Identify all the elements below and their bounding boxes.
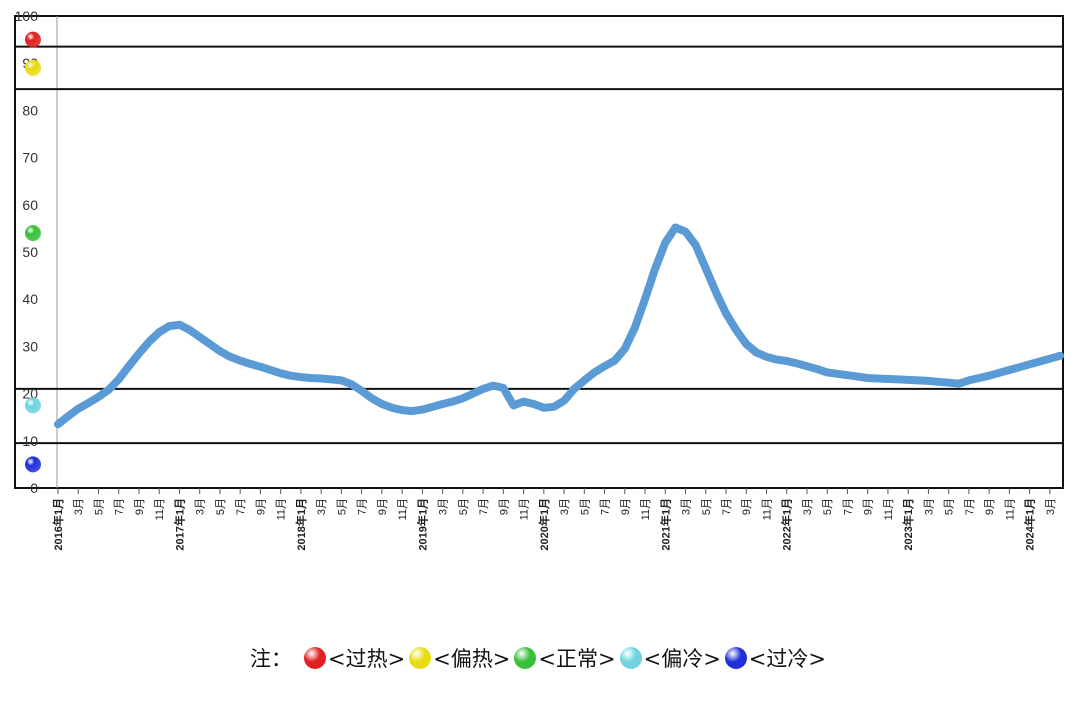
y-tick-label: 70 [22, 150, 38, 166]
x-tick-label: 11月 [276, 498, 288, 520]
x-tick-label: 3月 [923, 498, 935, 515]
x-tick-label: 11月 [519, 498, 531, 520]
x-tick-label: 2020年1月 [537, 498, 551, 551]
green-ball-icon [514, 647, 537, 669]
series-line [54, 223, 1064, 429]
red-ball-icon [25, 31, 41, 48]
x-tick-label: 5月 [579, 498, 591, 515]
x-tick-label: 11月 [761, 498, 773, 520]
x-tick-label: 2017年1月 [172, 498, 186, 551]
x-tick-label: 7月 [600, 498, 612, 515]
cyan-ball-icon [25, 397, 41, 414]
x-tick-label: 9月 [741, 498, 753, 515]
yellow-ball-icon [25, 59, 41, 76]
x-tick-label: 7月 [114, 498, 126, 515]
x-tick-label: 11月 [883, 498, 895, 520]
x-tick-label: 2016年1月 [51, 498, 65, 551]
x-tick-label: 9月 [377, 498, 389, 515]
x-tick-label: 3月 [438, 498, 450, 515]
x-tick-label: 2022年1月 [780, 498, 794, 551]
y-tick-label: 50 [22, 244, 38, 260]
x-tick-label: 5月 [701, 498, 713, 515]
yellow-ball-icon [409, 647, 432, 669]
legend-item-normal: <正常> [514, 643, 616, 673]
y-tick-label: 60 [22, 197, 38, 213]
x-tick-label: 9月 [255, 498, 267, 515]
x-tick-label: 9月 [984, 498, 996, 515]
blue-ball-icon [25, 456, 41, 473]
y-tick-label: 10 [22, 433, 38, 449]
legend-prefix: 注： [249, 647, 292, 671]
green-ball-icon [25, 225, 41, 242]
x-tick-label: 11月 [397, 498, 409, 520]
legend-item-cool: <偏冷> [619, 643, 721, 673]
x-tick-label: 7月 [964, 498, 976, 515]
legend-label-overheat: <过热> [327, 647, 406, 671]
x-tick-label: 2018年1月 [294, 498, 308, 551]
x-tick-label: 5月 [336, 498, 348, 515]
x-tick-label: 11月 [1004, 498, 1016, 520]
legend-label-normal: <正常> [538, 647, 616, 671]
x-tick-label: 2019年1月 [415, 498, 429, 551]
x-tick-label: 11月 [640, 498, 652, 520]
x-tick-label: 3月 [195, 498, 207, 515]
x-tick-label: 3月 [73, 498, 85, 515]
y-tick-label: 30 [22, 338, 38, 354]
x-tick-label: 2024年1月 [1023, 498, 1037, 551]
legend: 注： <过热> <偏热> <正常> <偏冷> <过冷> [0, 638, 1080, 678]
legend-item-warm: <偏热> [409, 643, 510, 673]
x-tick-label: 9月 [134, 498, 146, 515]
legend-item-overcool: <过冷> [724, 643, 826, 673]
x-tick-label: 7月 [478, 498, 490, 515]
x-tick-label: 9月 [863, 498, 875, 515]
x-tick-label: 11月 [154, 498, 166, 520]
y-tick-label: 80 [22, 102, 38, 118]
x-tick-label: 7月 [235, 498, 247, 515]
x-tick-label: 2021年1月 [658, 498, 672, 551]
x-tick-label: 2023年1月 [901, 498, 915, 551]
x-tick-label: 3月 [559, 498, 571, 515]
x-tick-label: 5月 [93, 498, 105, 515]
x-tick-label: 7月 [721, 498, 733, 515]
x-tick-label: 3月 [802, 498, 814, 515]
x-tick-label: 3月 [681, 498, 693, 515]
x-tick-label: 5月 [822, 498, 834, 515]
x-tick-label: 9月 [498, 498, 510, 515]
y-tick-label: 40 [22, 291, 38, 307]
legend-label-warm: <偏热> [433, 647, 511, 671]
x-tick-label: 7月 [842, 498, 854, 515]
y-tick-label: 100 [15, 8, 39, 24]
legend-item-overheat: <过热> [303, 643, 406, 673]
red-ball-icon [303, 647, 326, 669]
legend-label-overcool: <过冷> [748, 647, 826, 671]
legend-label-cool: <偏冷> [643, 647, 721, 671]
x-tick-label: 7月 [357, 498, 369, 515]
x-tick-label: 5月 [458, 498, 470, 515]
cyan-ball-icon [619, 647, 642, 669]
x-tick-label: 3月 [316, 498, 328, 515]
x-tick-label: 9月 [620, 498, 632, 515]
blue-ball-icon [724, 647, 747, 669]
x-tick-label: 3月 [1045, 498, 1057, 515]
x-tick-label: 5月 [944, 498, 956, 515]
plot-frame [14, 15, 1064, 489]
y-tick-label: 0 [30, 480, 38, 496]
x-tick-label: 5月 [215, 498, 227, 515]
